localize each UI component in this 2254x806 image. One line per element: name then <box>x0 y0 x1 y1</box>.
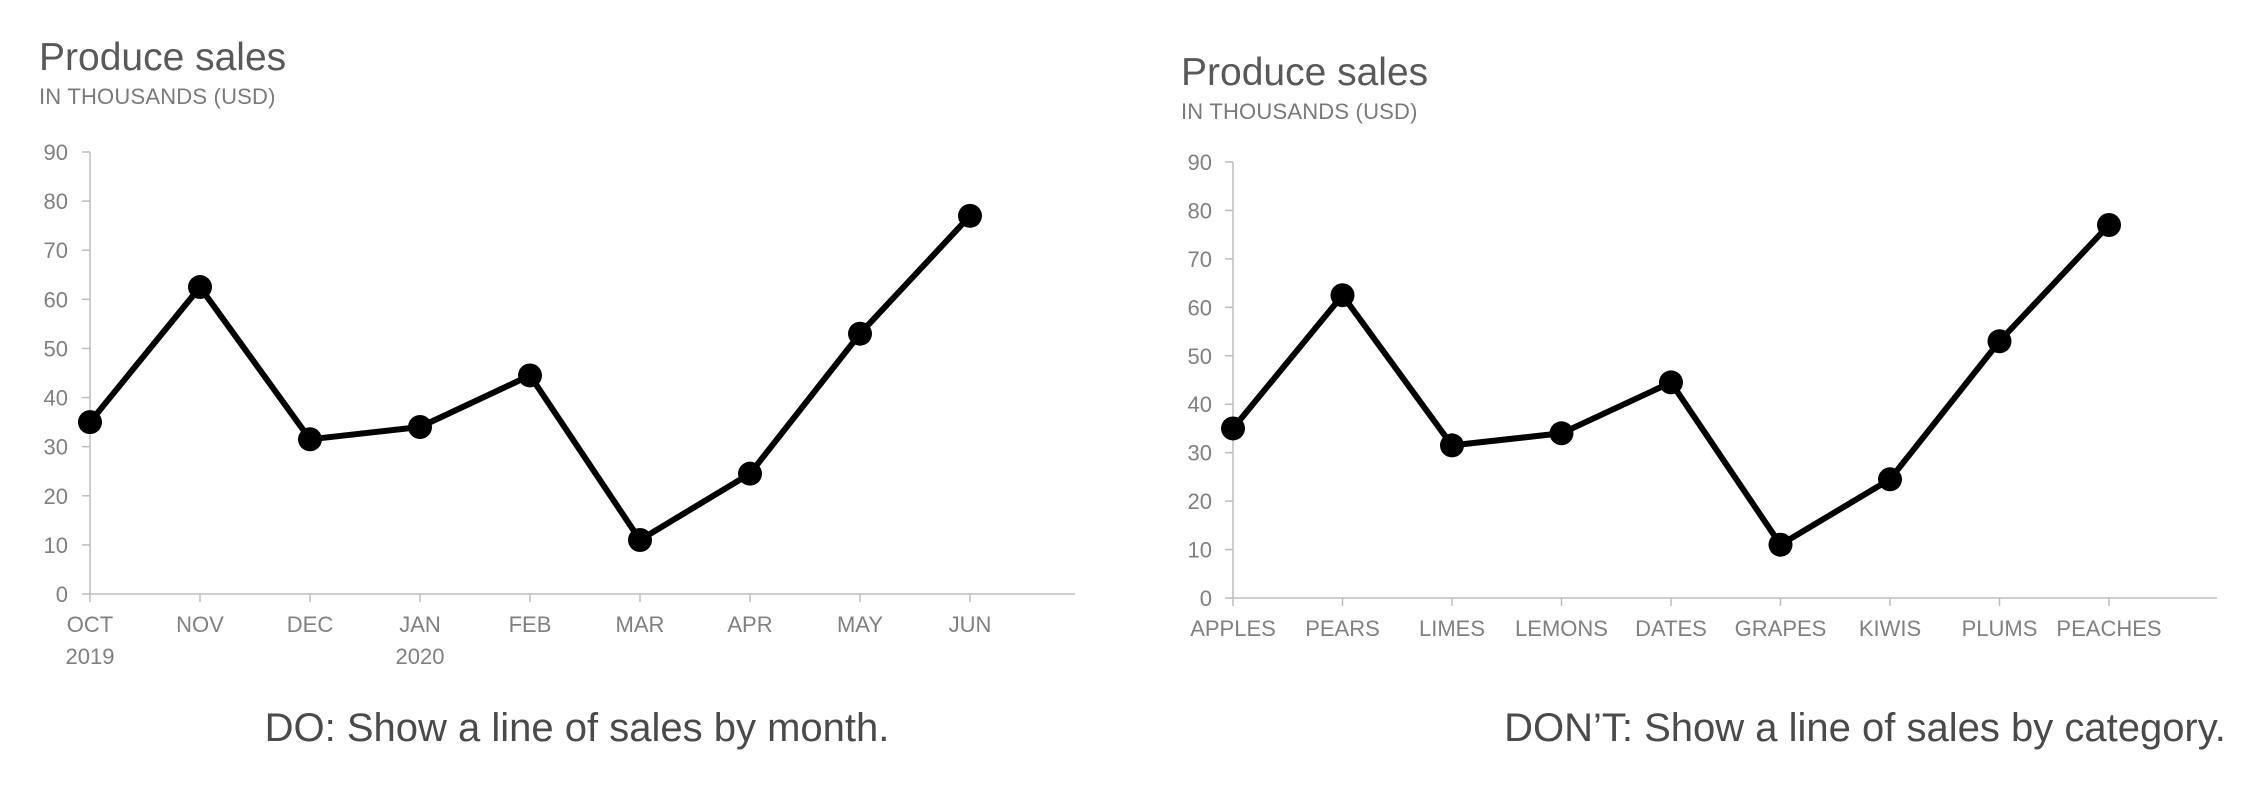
y-tick-label: 90 <box>44 140 68 165</box>
chart-panel-sales-by-month: Produce sales IN THOUSANDS (USD) 0 10 20 30… <box>39 36 1075 750</box>
x-tick-label: PLUMS <box>1962 616 2038 641</box>
chart-caption: DON’T: Show a line of sales by category. <box>1504 706 2226 750</box>
x-tick-label: JUN <box>949 612 992 637</box>
data-point <box>1549 421 1574 446</box>
y-tick-label: 20 <box>1188 489 1212 514</box>
data-point <box>408 415 432 440</box>
y-tick-label: 30 <box>44 435 68 460</box>
chart-subtitle: IN THOUSANDS (USD) <box>39 84 276 109</box>
y-tick-label: 60 <box>1188 295 1212 320</box>
x-tick-label: LEMONS <box>1515 616 1608 641</box>
data-point <box>1330 283 1355 308</box>
x-tick-label: DEC <box>287 612 334 637</box>
data-point <box>1878 467 1902 492</box>
x-tick-sublabel: 2020 <box>396 644 445 669</box>
x-tick-label: MAY <box>837 612 883 637</box>
data-point <box>298 427 322 452</box>
x-tick-label: JAN <box>399 612 441 637</box>
y-tick-label: 0 <box>56 582 68 607</box>
data-point <box>1768 532 1793 557</box>
x-tick-label: APR <box>727 612 772 637</box>
x-tick-label: NOV <box>176 612 224 637</box>
x-tick-label: APPLES <box>1190 616 1276 641</box>
x-tick-label: PEARS <box>1305 616 1380 641</box>
chart-panel-sales-by-category: Produce sales IN THOUSANDS (USD) 0 10 20 30… <box>1127 0 2254 806</box>
line-chart-by-category: 0 10 20 30 40 50 60 70 80 90 APPLES PEARS LIMES LEMON… <box>1188 150 2217 641</box>
data-point <box>848 321 872 346</box>
chart-title: Produce sales <box>39 36 287 79</box>
x-tick-label: PEACHES <box>2056 616 2161 641</box>
chart-caption: DO: Show a line of sales by month. <box>264 706 890 750</box>
y-tick-label: 60 <box>44 287 68 312</box>
data-point <box>1440 433 1464 458</box>
x-tick-label: DATES <box>1635 616 1707 641</box>
x-tick-label: MAR <box>616 612 665 637</box>
y-tick-label: 40 <box>44 386 68 411</box>
y-tick-label: 0 <box>1200 586 1212 611</box>
x-tick-label: FEB <box>509 612 552 637</box>
x-tick-label: LIMES <box>1419 616 1485 641</box>
y-tick-label: 40 <box>1188 392 1212 417</box>
y-tick-label: 20 <box>44 484 68 509</box>
data-point <box>628 527 652 552</box>
y-tick-label: 10 <box>1188 538 1212 563</box>
x-tick-sublabel: 2019 <box>66 644 115 669</box>
y-tick-label: 10 <box>44 533 68 558</box>
data-point <box>1659 370 1683 395</box>
y-tick-label: 80 <box>1188 198 1212 223</box>
data-point <box>738 461 762 486</box>
data-point <box>2097 212 2121 237</box>
y-tick-label: 80 <box>44 189 68 214</box>
line-chart-by-month: 0 10 20 30 40 50 60 70 80 90 OCT 2019 NOV DEC JAN 2020 F… <box>44 140 1075 669</box>
data-point <box>1221 416 1245 441</box>
data-point <box>78 410 102 435</box>
y-tick-label: 90 <box>1188 150 1212 175</box>
data-point <box>1987 329 2012 354</box>
x-tick-label: OCT <box>67 612 113 637</box>
data-point <box>518 363 542 388</box>
chart-title: Produce sales <box>1181 51 1429 94</box>
y-tick-label: 70 <box>44 238 68 263</box>
data-point <box>188 275 212 300</box>
x-tick-label: KIWIS <box>1859 616 1921 641</box>
x-tick-label: GRAPES <box>1735 616 1827 641</box>
y-tick-label: 50 <box>1188 344 1212 369</box>
y-tick-label: 30 <box>1188 441 1212 466</box>
y-tick-label: 70 <box>1188 247 1212 272</box>
data-point <box>958 203 982 228</box>
chart-subtitle: IN THOUSANDS (USD) <box>1181 99 1418 124</box>
y-tick-label: 50 <box>44 336 68 361</box>
